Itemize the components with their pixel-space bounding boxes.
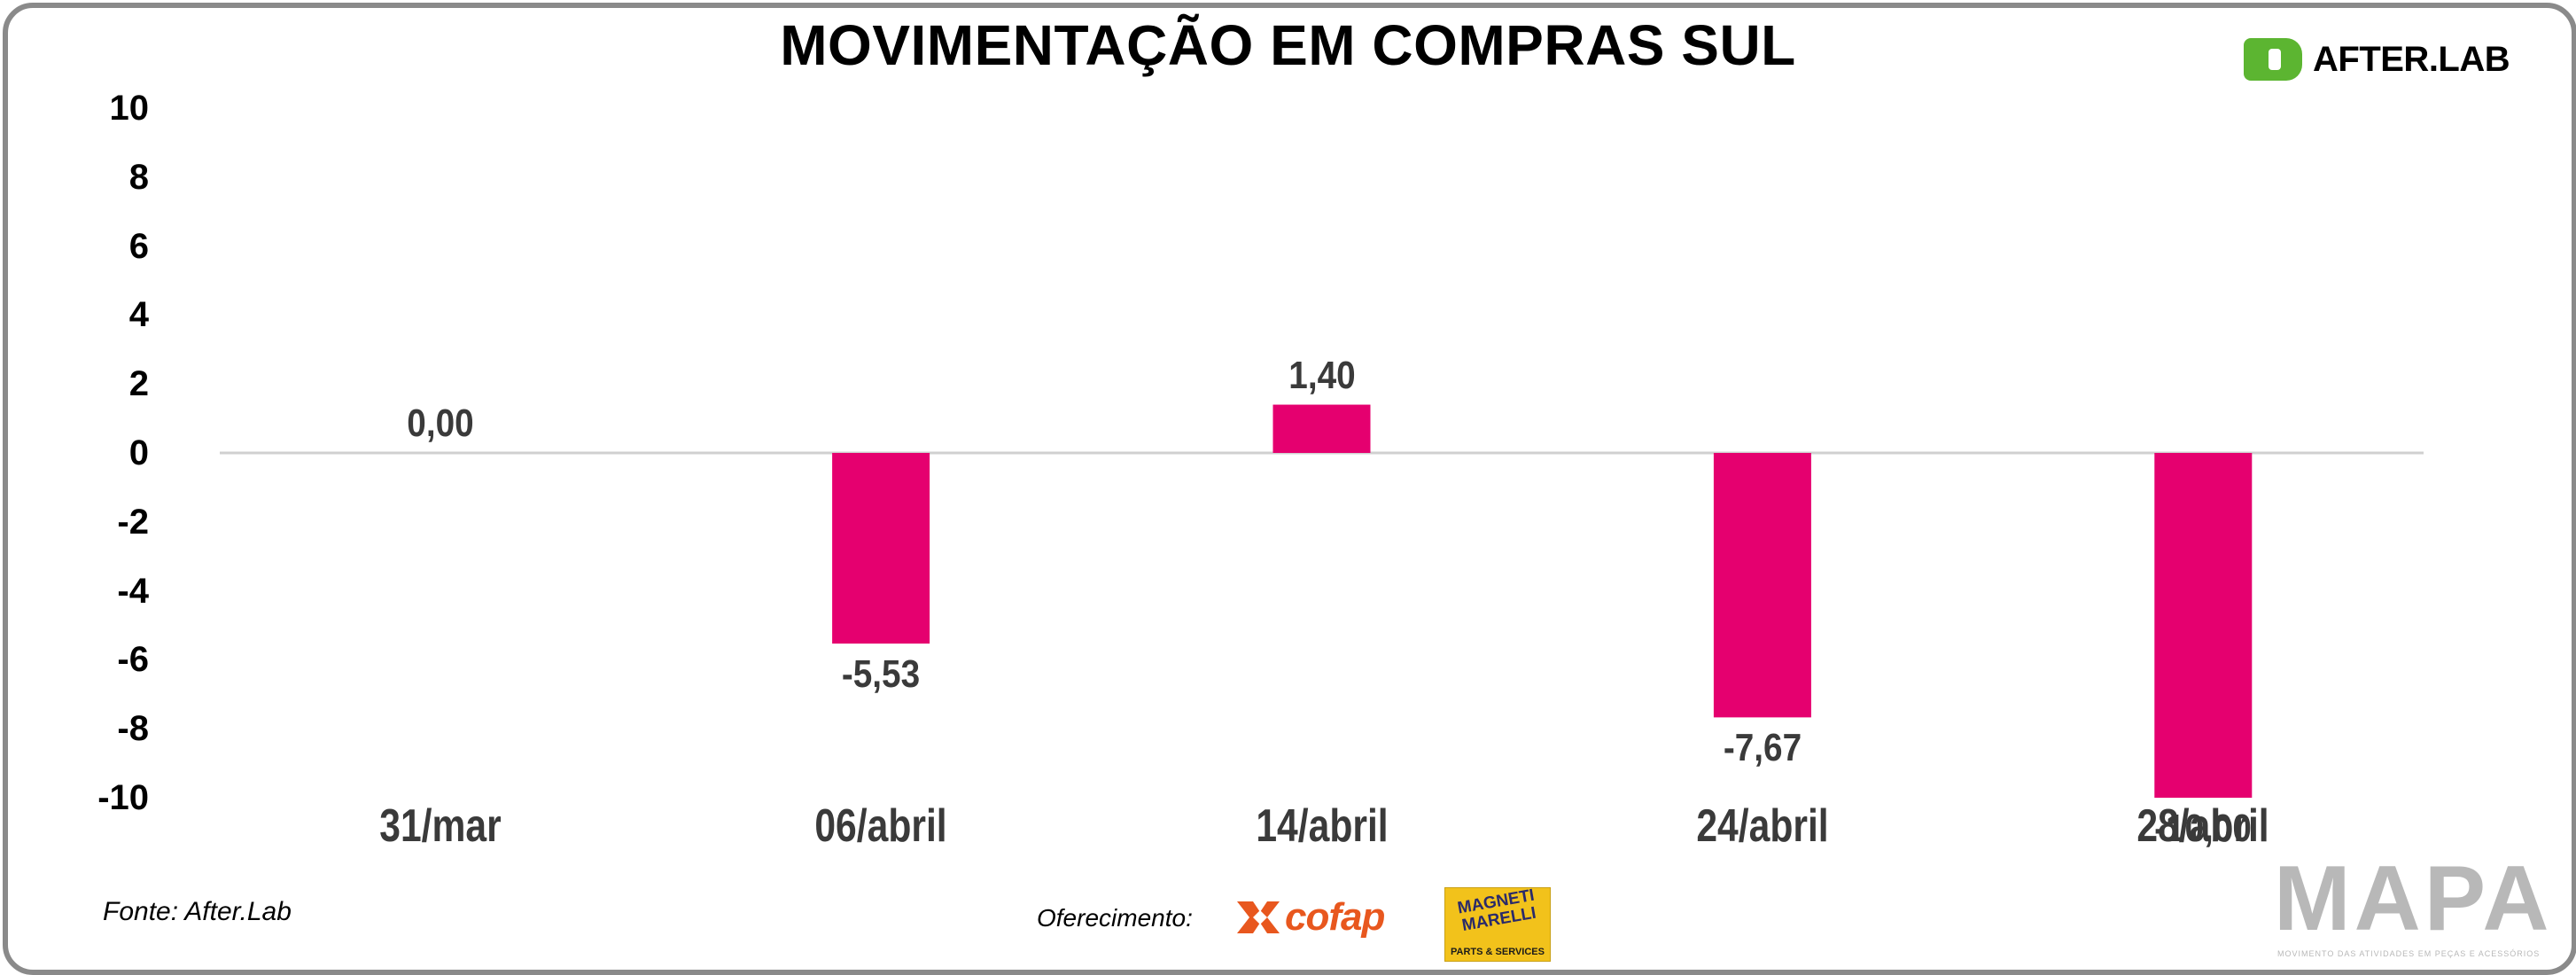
- magneti-marelli-subtext: PARTS & SERVICES: [1451, 947, 1545, 957]
- y-tick-label: -8: [117, 709, 149, 749]
- chart-frame: [3, 3, 2576, 975]
- y-tick-label: 8: [128, 157, 149, 197]
- y-tick-label: -2: [117, 502, 149, 542]
- data-label: 0,00: [406, 402, 474, 445]
- x-tick-label: 31/mar: [378, 800, 502, 852]
- offer-label: Oferecimento:: [1037, 904, 1193, 932]
- x-tick-label: 14/abril: [1255, 800, 1389, 852]
- after-lab-logo: AFTER.LAB: [2242, 32, 2510, 87]
- data-label: -10,00: [2154, 807, 2253, 850]
- after-lab-logo-icon: [2244, 38, 2302, 81]
- bar: [1272, 404, 1371, 453]
- cofap-logo-text: cofap: [1285, 895, 1385, 939]
- y-tick-label: 10: [109, 89, 150, 128]
- cofap-logo: cofap: [1234, 895, 1385, 940]
- source-note: Fonte: After.Lab: [103, 897, 292, 926]
- y-tick-label: -10: [97, 778, 149, 817]
- data-label: -5,53: [841, 652, 921, 697]
- x-tick-label: 24/abril: [1696, 800, 1829, 852]
- bar: [832, 453, 930, 644]
- x-tick-label: 28/abril: [2136, 800, 2269, 852]
- magneti-marelli-text: MAGNETI MARELLI: [1456, 885, 1538, 936]
- y-tick-label: 2: [128, 364, 149, 404]
- mapa-brand: MAPA: [2274, 847, 2553, 950]
- chart-title: MOVIMENTAÇÃO EM COMPRAS SUL: [780, 13, 1796, 77]
- y-tick-label: -4: [117, 571, 149, 611]
- y-tick-label: 0: [128, 433, 149, 472]
- y-tick-label: 6: [128, 226, 149, 266]
- bar: [2154, 453, 2253, 798]
- cofap-mark-icon: [1237, 901, 1280, 933]
- magneti-marelli-logo: MAGNETI MARELLI PARTS & SERVICES: [1444, 885, 1551, 962]
- bar: [1713, 453, 1811, 718]
- mapa-brand-subtitle: MOVIMENTO DAS ATIVIDADES EM PEÇAS E ACES…: [2277, 949, 2541, 958]
- y-tick-label: 4: [128, 295, 149, 335]
- x-tick-label: 06/abril: [814, 800, 947, 852]
- after-lab-logo-text: AFTER.LAB: [2313, 39, 2510, 79]
- y-tick-label: -6: [117, 640, 149, 680]
- data-label: 1,40: [1288, 353, 1356, 397]
- data-label: -7,67: [1723, 726, 1802, 770]
